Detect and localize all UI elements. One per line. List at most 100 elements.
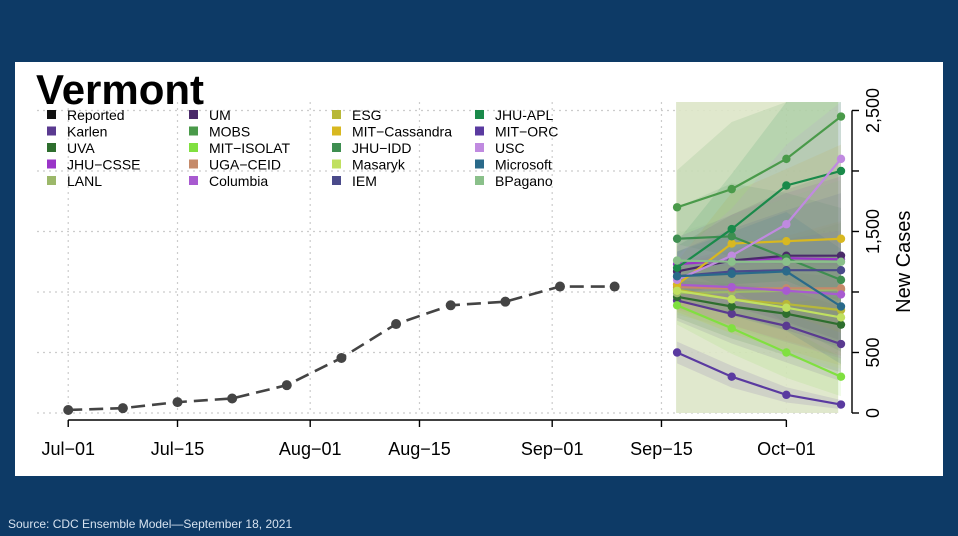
chart-panel: Jul−01 Jul−15 Aug−01 Aug−15 Sep−01 Sep−15 Oct−… <box>15 62 943 476</box>
forecast-line <box>676 351 842 406</box>
forecast-point <box>727 224 736 234</box>
forecast-point <box>727 295 736 304</box>
forecast-point <box>836 112 846 121</box>
legend-swatch <box>332 143 341 152</box>
legend-swatch <box>332 159 341 169</box>
legend-swatch <box>475 159 484 169</box>
forecast-point <box>836 290 846 299</box>
y-tick-label: 1,500 <box>863 209 883 254</box>
forecast-point <box>782 321 791 331</box>
reported-point <box>554 281 565 292</box>
reported-point <box>117 403 128 414</box>
forecast-point <box>727 282 736 292</box>
legend-swatch <box>47 110 56 119</box>
forecast-point <box>782 309 791 318</box>
legend-label: JHU−IDD <box>352 140 412 156</box>
forecast-band <box>677 102 841 302</box>
forecast-band <box>677 341 841 410</box>
reported-point <box>281 380 292 391</box>
x-tick-label: Oct−01 <box>757 439 816 459</box>
legend-swatch <box>332 126 341 136</box>
forecast-point <box>782 286 791 295</box>
forecast-point <box>672 286 682 295</box>
legend-label: MIT−ISOLAT <box>209 140 290 156</box>
forecast-line <box>676 237 842 286</box>
forecast-point <box>836 166 846 176</box>
forecast-point <box>727 251 736 260</box>
legend-swatch <box>47 126 56 136</box>
forecast-point <box>836 257 846 266</box>
forecast-point <box>836 266 846 275</box>
forecast-line <box>677 257 842 266</box>
legend-swatch <box>332 110 341 119</box>
legend-swatch <box>475 126 484 136</box>
forecast-point <box>672 234 682 243</box>
forecast-point <box>836 372 846 381</box>
legend-swatch <box>475 176 484 185</box>
x-tick-label: Jul−15 <box>151 439 205 459</box>
legend-swatch <box>189 126 198 136</box>
forecast-point <box>782 303 791 312</box>
forecast-line <box>676 304 842 378</box>
y-tick-label: 0 <box>863 408 883 418</box>
legend-swatch <box>475 143 484 152</box>
forecast-point <box>782 267 791 276</box>
legend-label: UGA−CEID <box>209 157 281 173</box>
source-note: Source: CDC Ensemble Model—September 18,… <box>8 517 293 531</box>
forecast-point <box>672 203 682 212</box>
forecast-point <box>782 390 791 400</box>
reported-point <box>391 319 402 330</box>
legend-swatch <box>189 176 198 185</box>
reported-point <box>63 404 74 415</box>
forecast-point <box>727 372 736 381</box>
reported-point <box>227 393 238 404</box>
forecast-point <box>672 348 682 357</box>
forecast-point <box>836 275 846 285</box>
legend-swatch <box>47 159 56 169</box>
legend-swatch <box>475 110 484 119</box>
legend-label: UM <box>209 107 231 123</box>
forecast-point <box>727 184 736 194</box>
legend-label: Microsoft <box>495 157 552 173</box>
legend-label: MIT−Cassandra <box>352 124 452 140</box>
forecast-point <box>836 251 846 260</box>
forecast-line <box>676 115 842 209</box>
forecast-line <box>677 283 842 296</box>
forecast-point <box>836 313 846 322</box>
legend-label: JHU-APL <box>495 107 554 123</box>
legend-label: JHU−CSSE <box>67 157 141 173</box>
forecast-line <box>676 295 842 326</box>
forecast-line <box>677 270 842 308</box>
forecast-line <box>676 289 842 319</box>
forecast-line <box>676 158 842 281</box>
legend-label: IEM <box>352 173 377 189</box>
forecast-point <box>782 220 791 229</box>
legend-swatch <box>189 159 198 169</box>
x-tick-label: Aug−15 <box>388 439 451 459</box>
forecast-line <box>676 299 842 346</box>
legend-swatch <box>332 176 341 185</box>
legend-swatch <box>189 110 198 119</box>
reported-point <box>445 300 456 311</box>
forecast-point <box>782 154 791 164</box>
forecast-point <box>836 302 846 311</box>
x-tick-label: Aug−01 <box>279 439 342 459</box>
legend-swatch <box>47 143 56 152</box>
legend-label: Reported <box>67 107 125 123</box>
y-tick-label: 500 <box>863 337 883 367</box>
forecast-point <box>672 301 682 310</box>
legend-label: Karlen <box>67 124 107 140</box>
legend-label: MOBS <box>209 124 250 140</box>
forecast-point <box>727 257 736 266</box>
forecast-line <box>676 254 841 273</box>
y-tick-label: 2,500 <box>863 88 883 133</box>
forecast-point <box>836 234 846 243</box>
forecast-point <box>727 302 736 311</box>
x-tick-label: Jul−01 <box>41 439 95 459</box>
forecast-point <box>836 320 846 329</box>
forecast-point <box>727 269 736 279</box>
reported-point <box>172 397 183 408</box>
forecast-point <box>782 348 791 357</box>
legend-swatch <box>47 176 56 185</box>
forecast-point <box>672 263 682 272</box>
